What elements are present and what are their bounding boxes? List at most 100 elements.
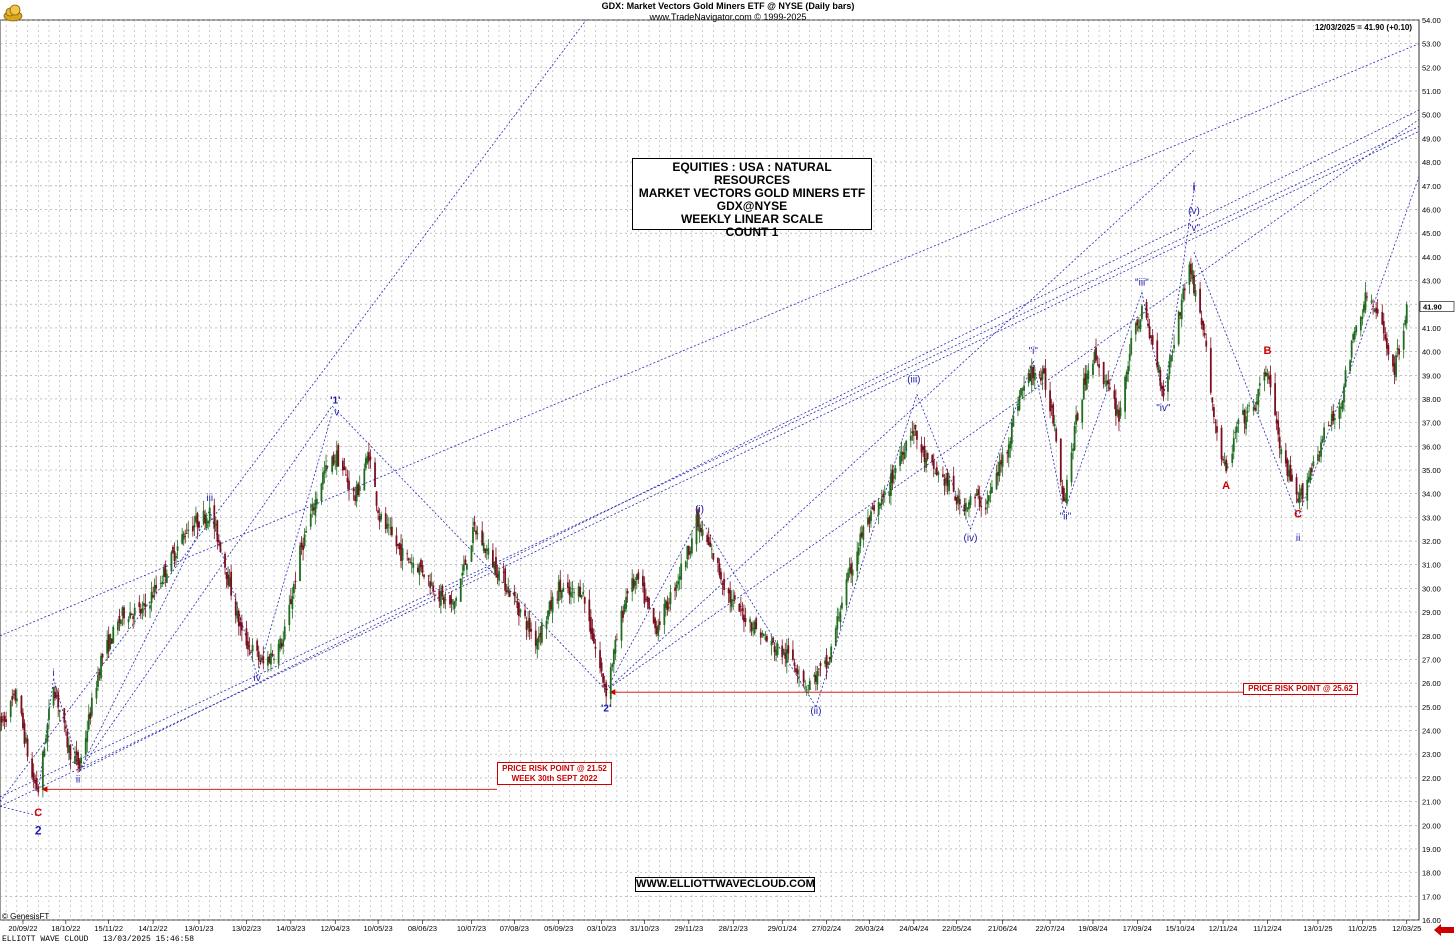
wave-label: ii [76,775,80,786]
candle-body [710,548,713,550]
candle-body [120,619,122,625]
candle-body [11,696,14,701]
candle-body [395,535,398,547]
candle-body [539,633,542,637]
wave-label: '1' [330,396,340,407]
candle-body [1353,331,1356,340]
y-tick-label: 33.00 [1422,513,1441,522]
candle-body [144,603,147,607]
candle-body [957,495,960,503]
candle-body [631,578,634,592]
candle-body [443,596,445,604]
candle-body [1205,340,1208,347]
candle-body [234,601,237,616]
y-tick-label: 20.00 [1422,821,1441,830]
candle-body [749,619,751,623]
candle-body [1159,369,1162,386]
y-tick-label: 26.00 [1422,679,1441,688]
candle-body [495,557,497,576]
left-arrow-icon[interactable] [1434,924,1454,936]
candle-body [1033,373,1036,381]
candle-body [354,495,357,502]
candle-body [1405,304,1408,324]
x-tick-label: 11/02/25 [1348,924,1377,933]
wave-label: "iii" [1135,277,1149,288]
candle-body [1018,395,1021,410]
candle-body [25,737,27,742]
candle-body [1102,362,1105,385]
candle-body [984,507,987,510]
candle-body [514,601,517,602]
candle-body [472,527,474,544]
candle-body [1190,263,1192,275]
candle-body [698,524,701,533]
candle-body [1332,410,1335,422]
candle-body [743,614,745,622]
candle-body [792,649,794,660]
candle-body [433,595,436,597]
candle-body [14,689,17,701]
candle-body [54,691,57,699]
candle-body [550,600,552,610]
candle-body [335,450,338,467]
candle-body [1203,332,1206,336]
candle-body [1376,308,1379,314]
candle-body [762,634,765,637]
candle-body [530,629,533,632]
candle-body [334,461,337,462]
candle-body [369,456,372,460]
candle-body [825,654,828,669]
candle-body [352,488,355,492]
candle-body [496,574,499,578]
candle-body [240,622,243,631]
candle-body [380,513,383,520]
candle-body [1243,409,1246,424]
candle-body [101,653,104,658]
candle-body [172,546,174,553]
candle-body [384,513,387,530]
candle-body [491,550,494,567]
candle-body [311,503,314,511]
candle-body [1252,406,1255,411]
candle-body [1402,330,1405,350]
x-tick-label: 26/03/24 [855,924,884,933]
candle-body [15,698,18,702]
candle-body [366,456,369,464]
candle-body [1085,373,1088,390]
candle-body [1396,347,1399,350]
candle-body [228,577,231,587]
candle-body [121,607,124,617]
wave-label: i [52,668,54,679]
candle-body [1330,414,1333,426]
candle-body [900,451,903,462]
candle-body [557,581,560,602]
candle-body [181,534,184,544]
candle-body [978,495,981,507]
x-tick-label: 14/12/22 [138,924,167,933]
wave-label: C [34,807,42,819]
candle-body [991,486,993,493]
y-tick-label: 16.00 [1422,916,1441,925]
candle-body [461,572,464,576]
candle-body [570,591,572,598]
candle-body [802,670,805,683]
candle-body [1157,365,1160,373]
candle-body [1295,477,1298,495]
candle-body [487,548,490,555]
candle-body [498,570,500,581]
candle-body [720,571,722,580]
candle-body [1119,407,1122,417]
risk-point-box-1: PRICE RISK POINT @ 21.52 WEEK 30th SEPT … [497,762,612,785]
candle-body [1148,326,1151,339]
candle-body [1355,325,1358,333]
wave-label: (v) [1188,206,1200,217]
candle-body [309,513,312,527]
candle-body [559,579,562,593]
x-tick-label: 14/03/23 [276,924,305,933]
candle-body [248,645,251,647]
candle-body [1170,355,1172,362]
candle-body [730,598,733,608]
candle-body [1105,380,1108,386]
trend-line [0,19,587,802]
candle-body [903,451,906,460]
